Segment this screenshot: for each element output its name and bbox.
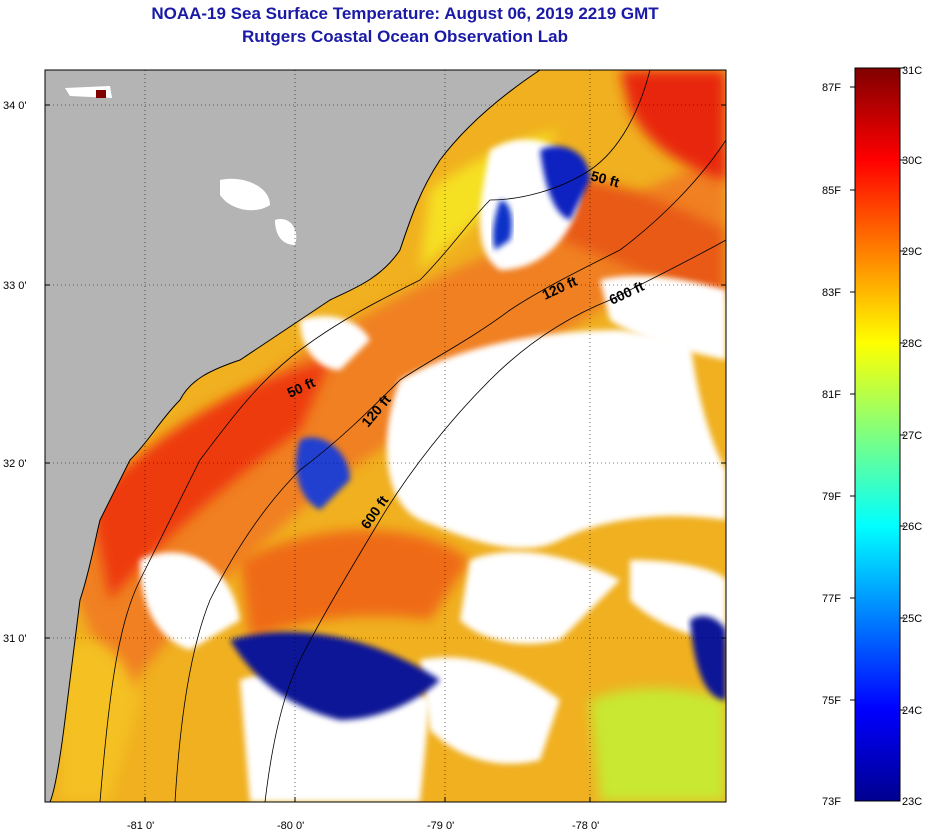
cloud-4 xyxy=(460,551,620,644)
cold-patch-2 xyxy=(230,632,440,720)
warm-patch xyxy=(240,530,470,640)
cloud-6 xyxy=(420,657,560,764)
map-ticks xyxy=(45,104,726,802)
depth-label: 50 ft xyxy=(589,167,621,190)
colorbar-label-c: 28C xyxy=(902,338,922,350)
lat-label: 32 0' xyxy=(3,458,27,470)
colorbar-label-f: 75F xyxy=(822,695,841,707)
colorbar-label-c: 26C xyxy=(902,521,922,533)
graticule xyxy=(45,70,726,802)
cold-patch-5 xyxy=(492,200,512,250)
lon-label: -81 0' xyxy=(127,820,154,832)
warm-offshore xyxy=(540,178,726,300)
colorbar-label-f: 73F xyxy=(822,796,841,808)
colorbar-ticks xyxy=(850,67,905,711)
lon-label: -79 0' xyxy=(427,820,454,832)
colorbar-label-c: 24C xyxy=(902,705,922,717)
colorbar-label-c: 27C xyxy=(902,430,922,442)
map-title: NOAA-19 Sea Surface Temperature: August … xyxy=(151,4,659,23)
inland-hot-pixel xyxy=(96,90,106,98)
colorbar-label-c: 23C xyxy=(902,796,922,808)
cold-patch-1 xyxy=(540,146,590,220)
contour-600ft xyxy=(264,239,726,802)
lat-label: 33 0' xyxy=(3,280,27,292)
cloud-3 xyxy=(600,275,726,360)
map-frame xyxy=(44,69,727,803)
contour-120ft xyxy=(174,139,726,802)
contour-50ft xyxy=(99,70,651,802)
land xyxy=(45,70,540,802)
sst-map: 50 ft 120 ft 600 ft 50 ft 120 ft 600 ft xyxy=(45,70,726,802)
inland-cloud-2 xyxy=(275,219,297,245)
cloud-5 xyxy=(140,552,240,650)
colorbar-label-c: 29C xyxy=(902,246,922,258)
colorbar-label-f: 87F xyxy=(822,82,841,94)
cold-patch-3 xyxy=(690,615,726,700)
colorbar-label-c: 30C xyxy=(902,155,922,167)
colorbar-label-f: 85F xyxy=(822,185,841,197)
colorbar-label-f: 83F xyxy=(822,287,841,299)
lon-label: -80 0' xyxy=(277,820,304,832)
lat-label: 34 0' xyxy=(3,100,27,112)
southwest-patch xyxy=(60,640,140,802)
map-subtitle: Rutgers Coastal Ocean Observation Lab xyxy=(242,27,568,46)
colorbar xyxy=(854,67,901,802)
colorbar-label-f: 81F xyxy=(822,389,841,401)
coastline xyxy=(49,70,541,802)
hot-offshore-zone xyxy=(620,70,726,180)
lon-label: -78 0' xyxy=(572,820,599,832)
cloud-2 xyxy=(386,330,726,549)
colorbar-label-f: 77F xyxy=(822,593,841,605)
colorbar-label-f: 79F xyxy=(822,491,841,503)
colorbar-label-c: 25C xyxy=(902,613,922,625)
lat-label: 31 0' xyxy=(3,633,27,645)
cold-patch-4 xyxy=(296,437,350,510)
hot-coastal-zone xyxy=(90,360,330,600)
cool-southeast xyxy=(590,688,726,802)
colorbar-label-c: 31C xyxy=(902,65,922,77)
inland-cloud-1 xyxy=(220,178,270,211)
cloud-9 xyxy=(300,316,370,370)
